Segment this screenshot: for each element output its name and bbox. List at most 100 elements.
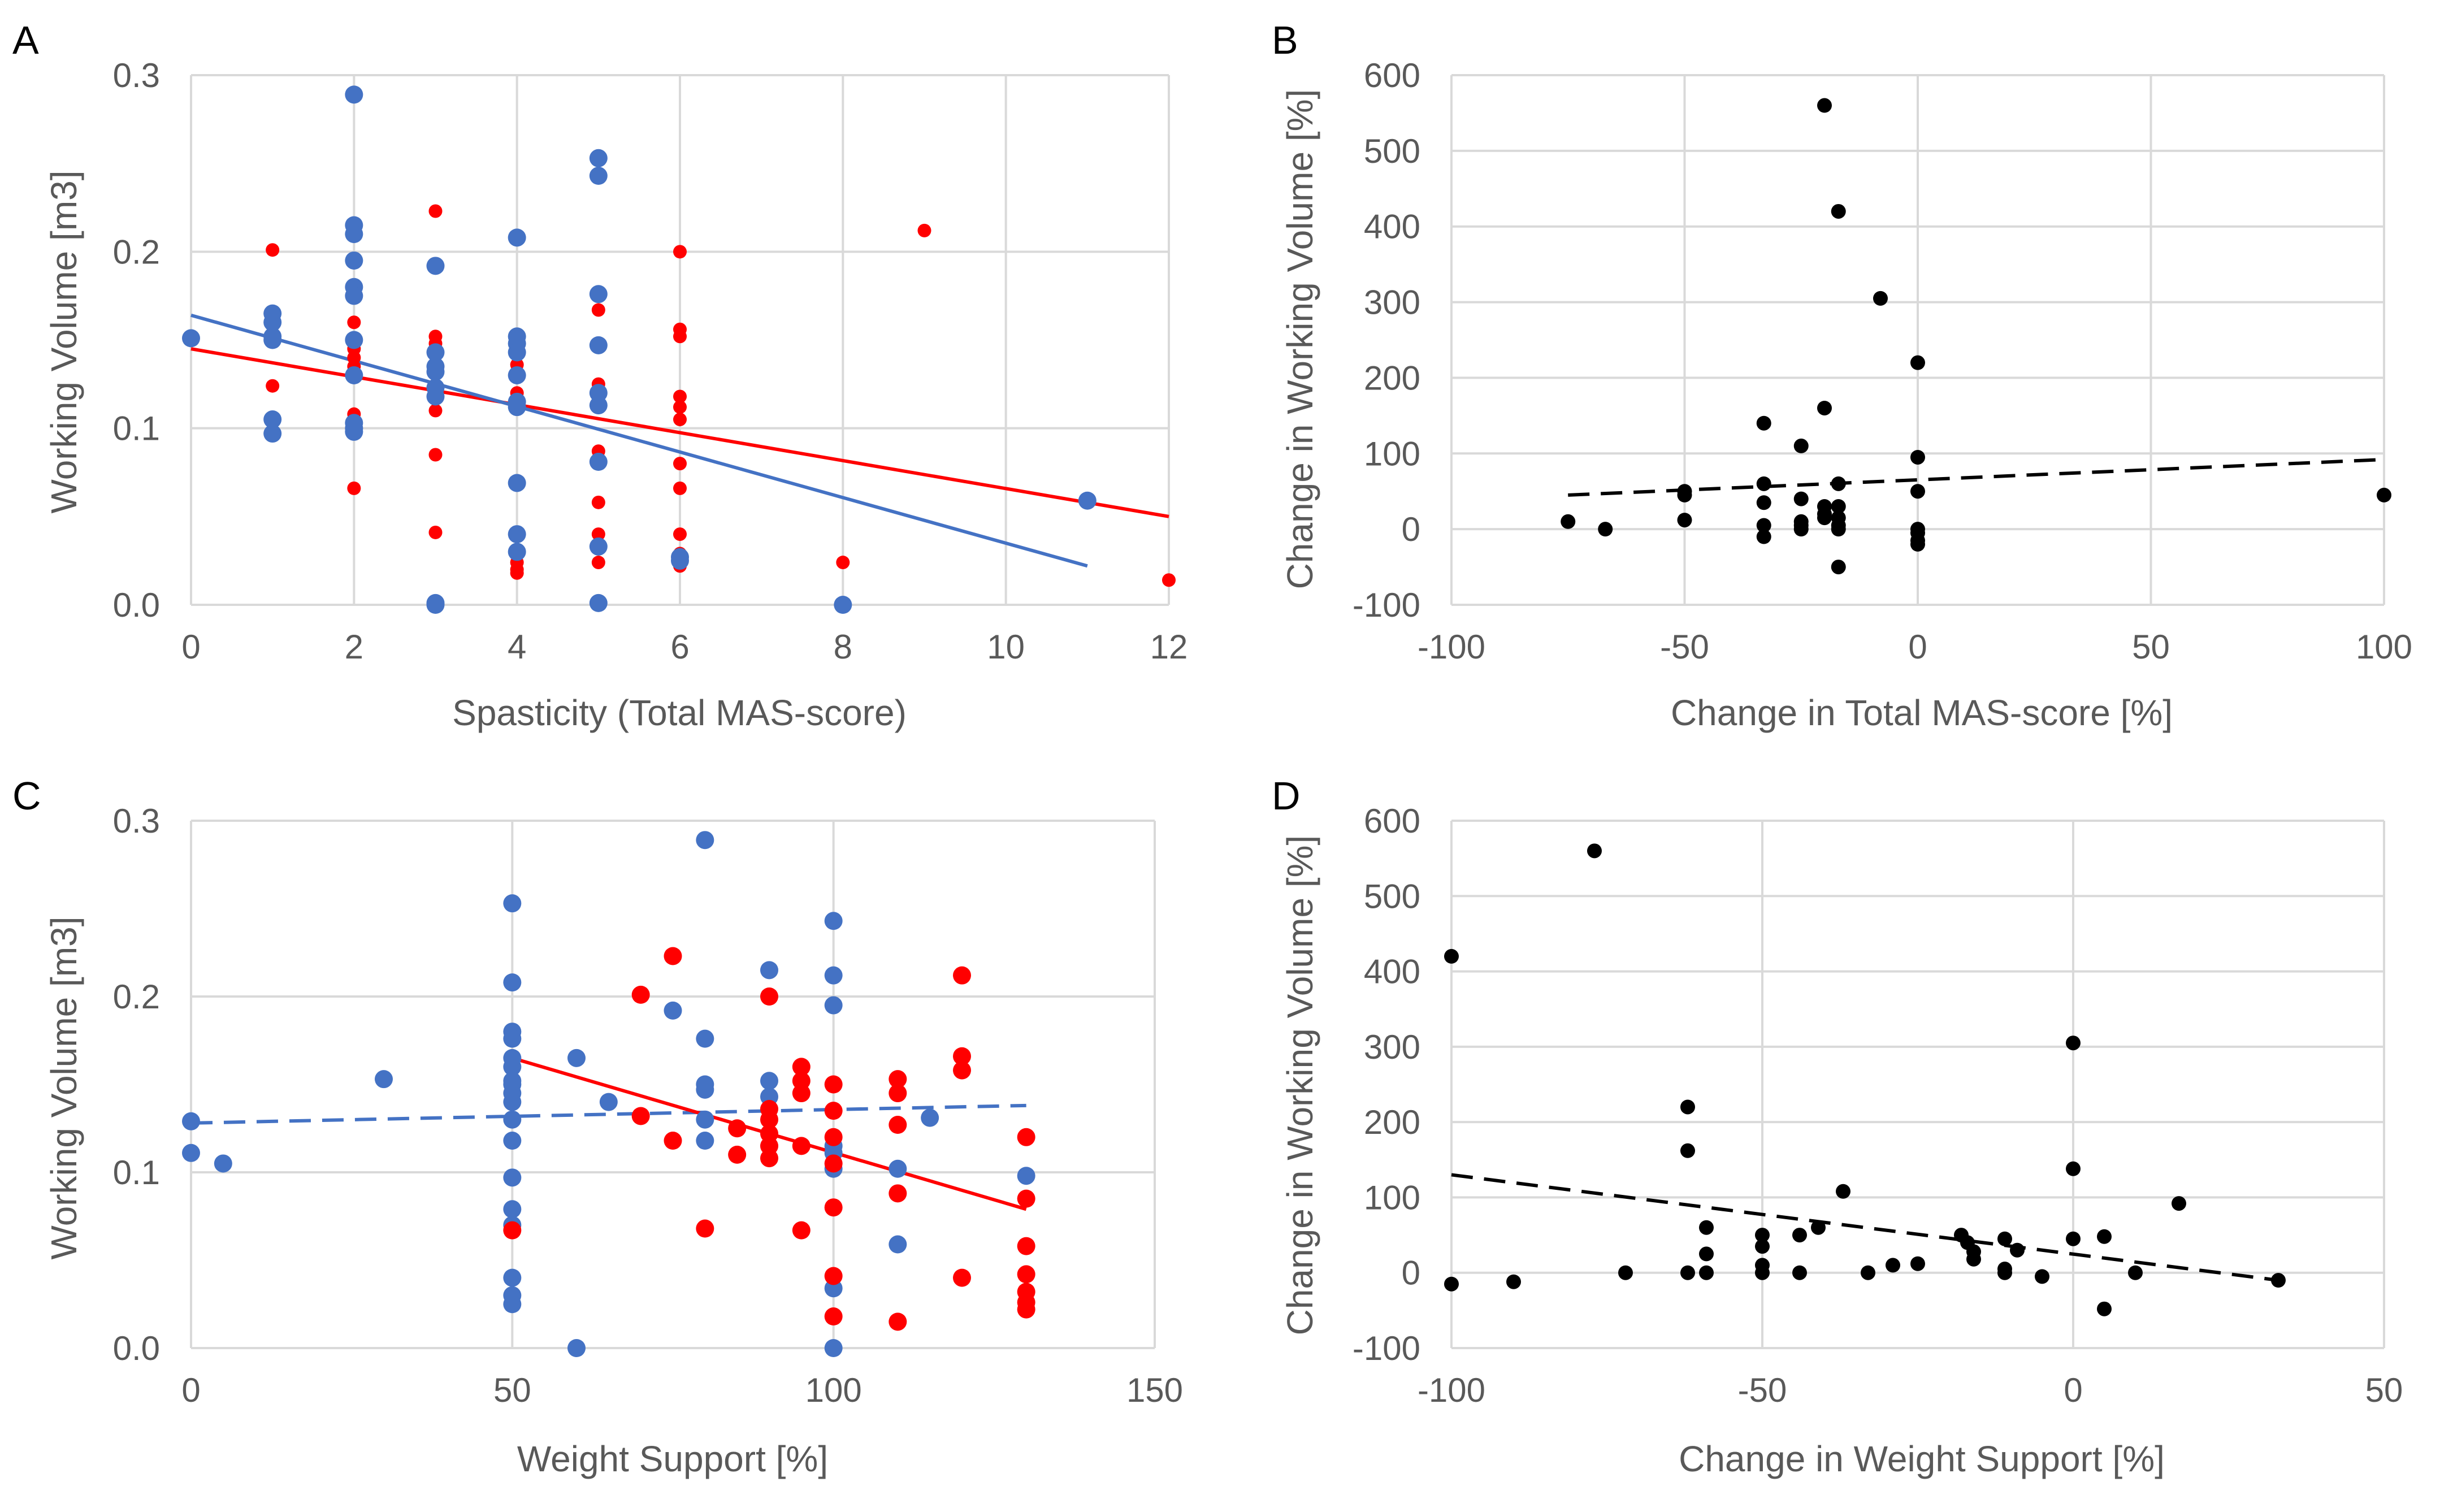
- data-point-red: [728, 1145, 747, 1164]
- data-point-red: [664, 1132, 682, 1150]
- data-point-blue: [589, 285, 608, 304]
- trendline-blue: [190, 1103, 1026, 1125]
- data-point-change: [1756, 495, 1771, 510]
- data-point-red: [591, 527, 605, 541]
- panel-letter: B: [1272, 18, 1298, 62]
- data-point-red: [760, 987, 778, 1006]
- data-point-change: [1755, 1228, 1770, 1243]
- y-tick-label: 400: [1364, 953, 1420, 991]
- y-tick-label: 200: [1364, 1103, 1420, 1141]
- data-point-blue: [503, 1295, 522, 1314]
- data-point-change: [1910, 1256, 1925, 1271]
- data-point-red: [889, 1312, 907, 1331]
- y-tick-labels: 0.0 0.1 0.2 0.3: [113, 802, 160, 1367]
- data-point-blue: [508, 343, 526, 362]
- data-point-red: [510, 566, 524, 580]
- x-tick-labels: 0 2 4 6 8 10 12: [181, 628, 1188, 666]
- data-point-red: [917, 223, 931, 237]
- data-point-red: [1017, 1189, 1035, 1208]
- data-point-blue: [824, 912, 843, 930]
- panel-letter: A: [12, 18, 39, 62]
- data-point-red: [953, 1268, 971, 1287]
- data-point-change: [1831, 203, 1846, 219]
- data-point-change: [1755, 1239, 1770, 1254]
- y-tick-label: 600: [1364, 802, 1420, 840]
- data-points: [182, 85, 1176, 614]
- y-tick-label: 0.2: [113, 233, 160, 271]
- y-tick-label: 0.2: [113, 978, 160, 1016]
- data-point-red: [428, 204, 443, 218]
- data-point-red: [673, 330, 687, 344]
- data-point-blue: [589, 593, 608, 612]
- data-point-change: [1836, 1184, 1850, 1199]
- data-points: [1444, 843, 2286, 1316]
- data-point-blue: [589, 336, 608, 354]
- data-point-change: [1817, 510, 1832, 526]
- data-point-blue: [696, 1110, 714, 1129]
- data-point-change: [1755, 1265, 1770, 1280]
- data-point-blue: [921, 1108, 939, 1127]
- data-point-blue: [426, 343, 445, 362]
- data-point-blue: [345, 287, 363, 305]
- data-point-red: [673, 457, 687, 471]
- data-point-blue: [1017, 1167, 1035, 1185]
- y-tick-label: 0: [1402, 510, 1420, 548]
- data-point-blue: [508, 366, 526, 384]
- trendline-change: [1451, 1173, 2279, 1283]
- data-point-change: [1811, 1220, 1826, 1235]
- data-point-blue: [599, 1093, 618, 1111]
- data-point-blue: [503, 1058, 522, 1076]
- panel-b: B -100 -50 0 50 100 -1000100200300400500600 …: [1272, 18, 2412, 733]
- data-point-change: [1680, 1143, 1695, 1158]
- data-point-change: [1444, 1276, 1459, 1292]
- x-axis-title: Spasticity (Total MAS-score): [452, 692, 907, 733]
- data-point-red: [673, 481, 687, 495]
- data-point-red: [792, 1058, 811, 1076]
- panel-c: C 0 50 100 150 0.0 0.1 0.2 0.3 Weight Support …: [12, 774, 1183, 1479]
- data-point-blue: [589, 384, 608, 402]
- data-point-red: [728, 1119, 747, 1138]
- x-tick-label: 12: [1150, 628, 1188, 666]
- x-axis-title: Change in Weight Support [%]: [1679, 1439, 2165, 1479]
- data-point-change: [1831, 560, 1846, 575]
- x-tick-labels: -100 -50 0 50 100: [1418, 628, 2412, 666]
- panel-d: D -100 -50 0 50 -100 0 100 200 300 400 500 600 Cha…: [1272, 774, 2403, 1479]
- data-point-blue: [345, 422, 363, 441]
- data-point-blue: [182, 1143, 200, 1162]
- data-point-blue: [1078, 491, 1097, 510]
- data-point-blue: [345, 85, 363, 104]
- data-point-change: [1861, 1265, 1875, 1280]
- data-point-change: [2066, 1036, 2081, 1051]
- data-point-red: [673, 400, 687, 414]
- data-point-red: [824, 1075, 843, 1094]
- data-point-red: [1017, 1265, 1035, 1284]
- data-point-blue: [503, 1110, 522, 1129]
- data-point-red: [760, 1149, 778, 1168]
- data-point-change: [1677, 513, 1692, 528]
- x-tick-label: 50: [2132, 628, 2170, 666]
- data-point-change: [2128, 1265, 2143, 1280]
- data-point-blue: [567, 1339, 586, 1357]
- data-point-blue: [345, 331, 363, 349]
- y-axis-title: Change in Working Volume [%]: [1280, 89, 1320, 590]
- trendlines: [1568, 457, 2385, 497]
- trendline-change: [1568, 457, 2385, 497]
- x-tick-label: 8: [834, 628, 852, 666]
- data-point-change: [2066, 1231, 2081, 1246]
- data-point-red: [792, 1137, 811, 1155]
- data-point-blue: [503, 894, 522, 913]
- data-point-change: [1966, 1251, 1981, 1267]
- data-point-change: [1997, 1265, 2012, 1280]
- data-point-red: [631, 1107, 650, 1125]
- data-point-blue: [696, 1080, 714, 1099]
- x-tick-label: 0: [2064, 1371, 2082, 1409]
- data-point-change: [1997, 1231, 2012, 1246]
- data-point-blue: [824, 996, 843, 1015]
- data-point-blue: [889, 1235, 907, 1254]
- y-tick-label: 500: [1364, 877, 1420, 915]
- data-point-blue: [375, 1070, 393, 1089]
- data-point-red: [673, 245, 687, 259]
- y-axis-title: Working Volume [m3]: [44, 916, 84, 1259]
- data-point-blue: [696, 1029, 714, 1048]
- x-tick-label: 4: [508, 628, 526, 666]
